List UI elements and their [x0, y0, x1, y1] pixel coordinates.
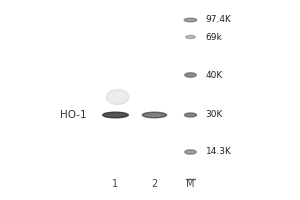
Text: 30K: 30K [206, 110, 223, 119]
Text: M: M [186, 179, 195, 189]
Ellipse shape [184, 113, 196, 117]
Ellipse shape [185, 73, 196, 77]
Ellipse shape [103, 112, 128, 118]
Text: 69k: 69k [206, 32, 222, 42]
Ellipse shape [186, 35, 195, 39]
Text: HO-1: HO-1 [60, 110, 87, 120]
Text: 40K: 40K [206, 71, 223, 79]
Text: 97.4K: 97.4K [206, 16, 231, 24]
Ellipse shape [184, 18, 197, 22]
Ellipse shape [106, 90, 129, 104]
Text: 2: 2 [152, 179, 158, 189]
Ellipse shape [142, 112, 167, 118]
Text: 14.3K: 14.3K [206, 148, 231, 156]
Ellipse shape [185, 150, 196, 154]
Text: 1: 1 [112, 179, 118, 189]
